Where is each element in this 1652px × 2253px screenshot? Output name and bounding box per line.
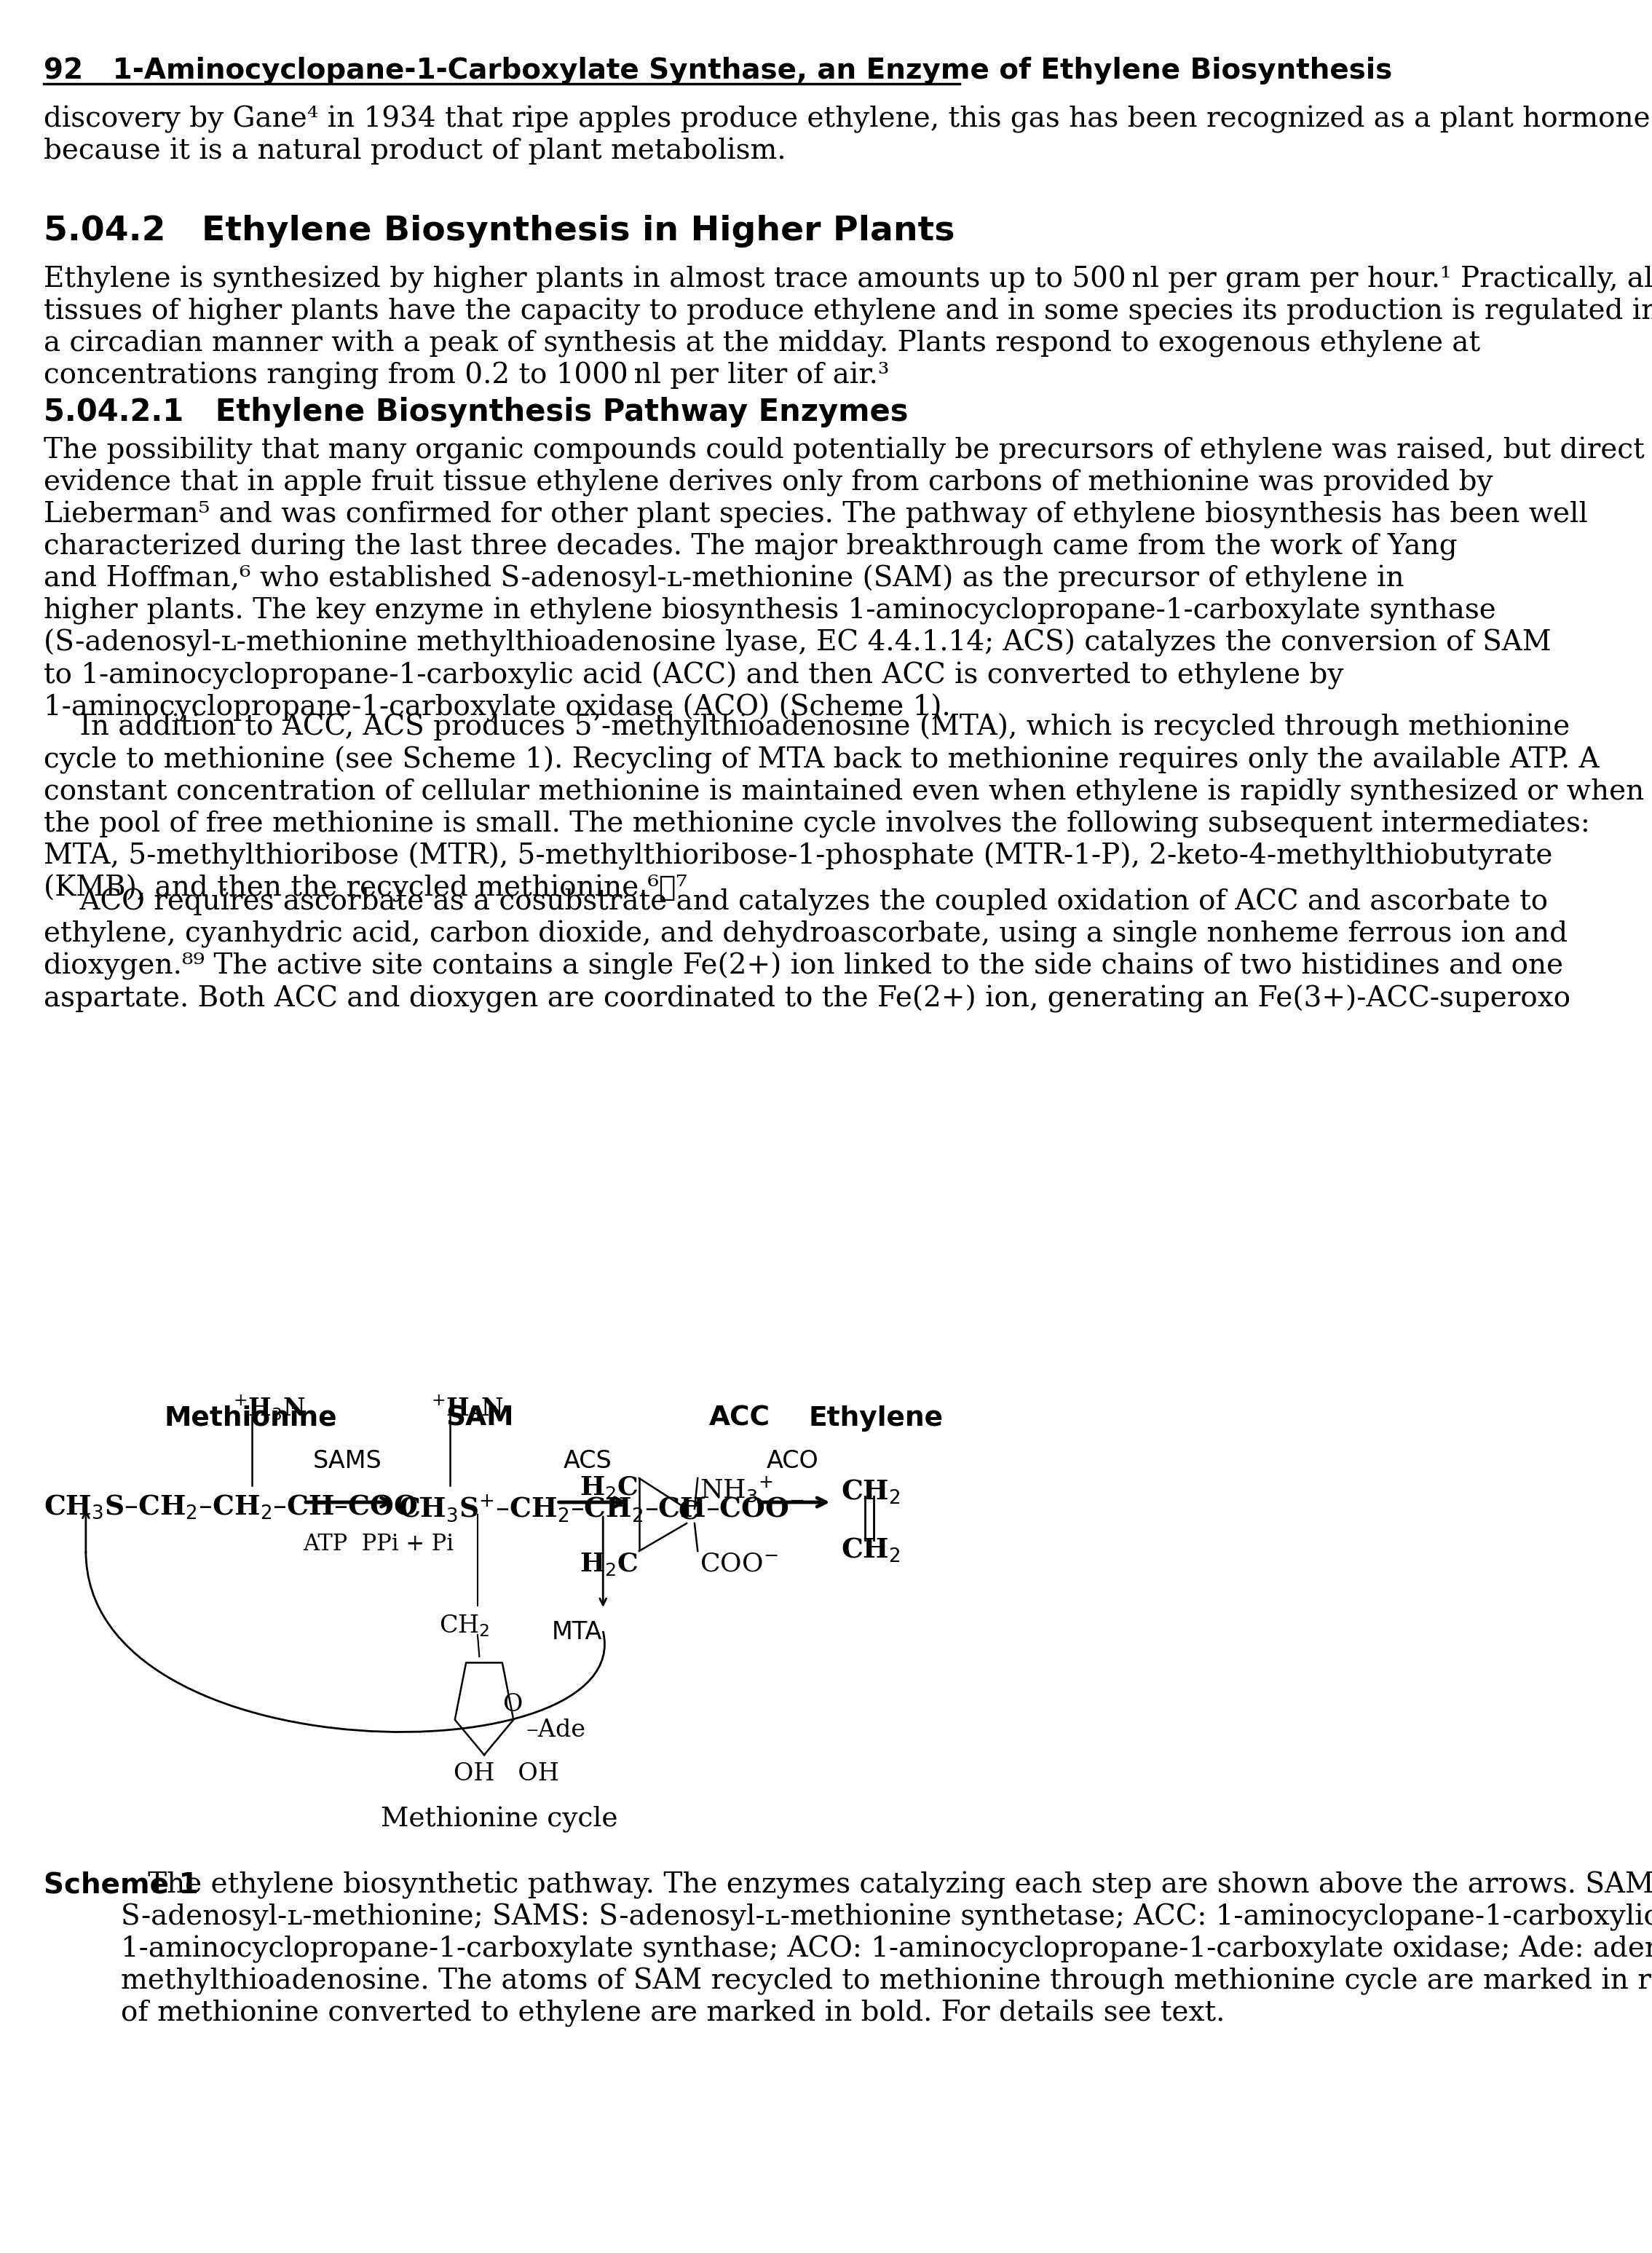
Text: ACO: ACO bbox=[767, 1449, 818, 1473]
Text: CH$_3$S$^{+}$–CH$_2$–CH$_2$–CH–COO$^{-}$: CH$_3$S$^{+}$–CH$_2$–CH$_2$–CH–COO$^{-}$ bbox=[398, 1494, 805, 1523]
Text: In addition to ACC, ACS produces 5’-methylthioadenosine (MTA), which is recycled: In addition to ACC, ACS produces 5’-meth… bbox=[45, 714, 1644, 903]
Text: O: O bbox=[502, 1692, 522, 1717]
Text: CH$_2$: CH$_2$ bbox=[841, 1478, 900, 1505]
Text: H$_2$C: H$_2$C bbox=[580, 1473, 638, 1500]
Text: The ethylene biosynthetic pathway. The enzymes catalyzing each step are shown ab: The ethylene biosynthetic pathway. The e… bbox=[121, 1872, 1652, 2028]
Text: OH   OH: OH OH bbox=[453, 1762, 558, 1787]
Text: Methionine cycle: Methionine cycle bbox=[380, 1807, 618, 1832]
Text: 92   1-Aminocyclopane-1-Carboxylate Synthase, an Enzyme of Ethylene Biosynthesis: 92 1-Aminocyclopane-1-Carboxylate Syntha… bbox=[45, 56, 1393, 83]
Text: $^{+}$H$_3$N: $^{+}$H$_3$N bbox=[431, 1395, 504, 1422]
Text: Methionine: Methionine bbox=[165, 1406, 337, 1431]
Text: Ethylene is synthesized by higher plants in almost trace amounts up to 500 nl pe: Ethylene is synthesized by higher plants… bbox=[45, 266, 1652, 390]
Text: 5.04.2.1   Ethylene Biosynthesis Pathway Enzymes: 5.04.2.1 Ethylene Biosynthesis Pathway E… bbox=[45, 397, 909, 428]
Text: discovery by Gane⁴ in 1934 that ripe apples produce ethylene, this gas has been : discovery by Gane⁴ in 1934 that ripe app… bbox=[45, 106, 1650, 164]
Text: SAM: SAM bbox=[446, 1406, 514, 1431]
Text: CH$_2$: CH$_2$ bbox=[841, 1537, 900, 1564]
Text: CH$_2$: CH$_2$ bbox=[439, 1613, 489, 1638]
Text: CH$_3$S–CH$_2$–CH$_2$–CH–COO$^{-}$: CH$_3$S–CH$_2$–CH$_2$–CH–COO$^{-}$ bbox=[45, 1494, 433, 1521]
Text: MTA: MTA bbox=[552, 1620, 601, 1645]
Text: ATP  PPi + Pi: ATP PPi + Pi bbox=[302, 1532, 454, 1555]
Text: NH$_3$$^{+}$: NH$_3$$^{+}$ bbox=[700, 1473, 773, 1503]
Text: Scheme 1: Scheme 1 bbox=[45, 1872, 198, 1899]
Text: SAMS: SAMS bbox=[314, 1449, 382, 1473]
Text: –Ade: –Ade bbox=[525, 1719, 586, 1742]
Text: ACS: ACS bbox=[563, 1449, 611, 1473]
Text: C: C bbox=[679, 1498, 699, 1523]
Text: 5.04.2   Ethylene Biosynthesis in Higher Plants: 5.04.2 Ethylene Biosynthesis in Higher P… bbox=[45, 214, 955, 248]
Text: ACO requires ascorbate as a cosubstrate and catalyzes the coupled oxidation of A: ACO requires ascorbate as a cosubstrate … bbox=[45, 888, 1571, 1012]
Text: The possibility that many organic compounds could potentially be precursors of e: The possibility that many organic compou… bbox=[45, 437, 1645, 721]
Text: Ethylene: Ethylene bbox=[808, 1406, 943, 1431]
Text: H$_2$C: H$_2$C bbox=[580, 1550, 638, 1577]
Text: ACC: ACC bbox=[709, 1406, 770, 1431]
Text: $^{+}$H$_3$N: $^{+}$H$_3$N bbox=[233, 1395, 306, 1422]
Text: COO$^{-}$: COO$^{-}$ bbox=[700, 1550, 778, 1575]
